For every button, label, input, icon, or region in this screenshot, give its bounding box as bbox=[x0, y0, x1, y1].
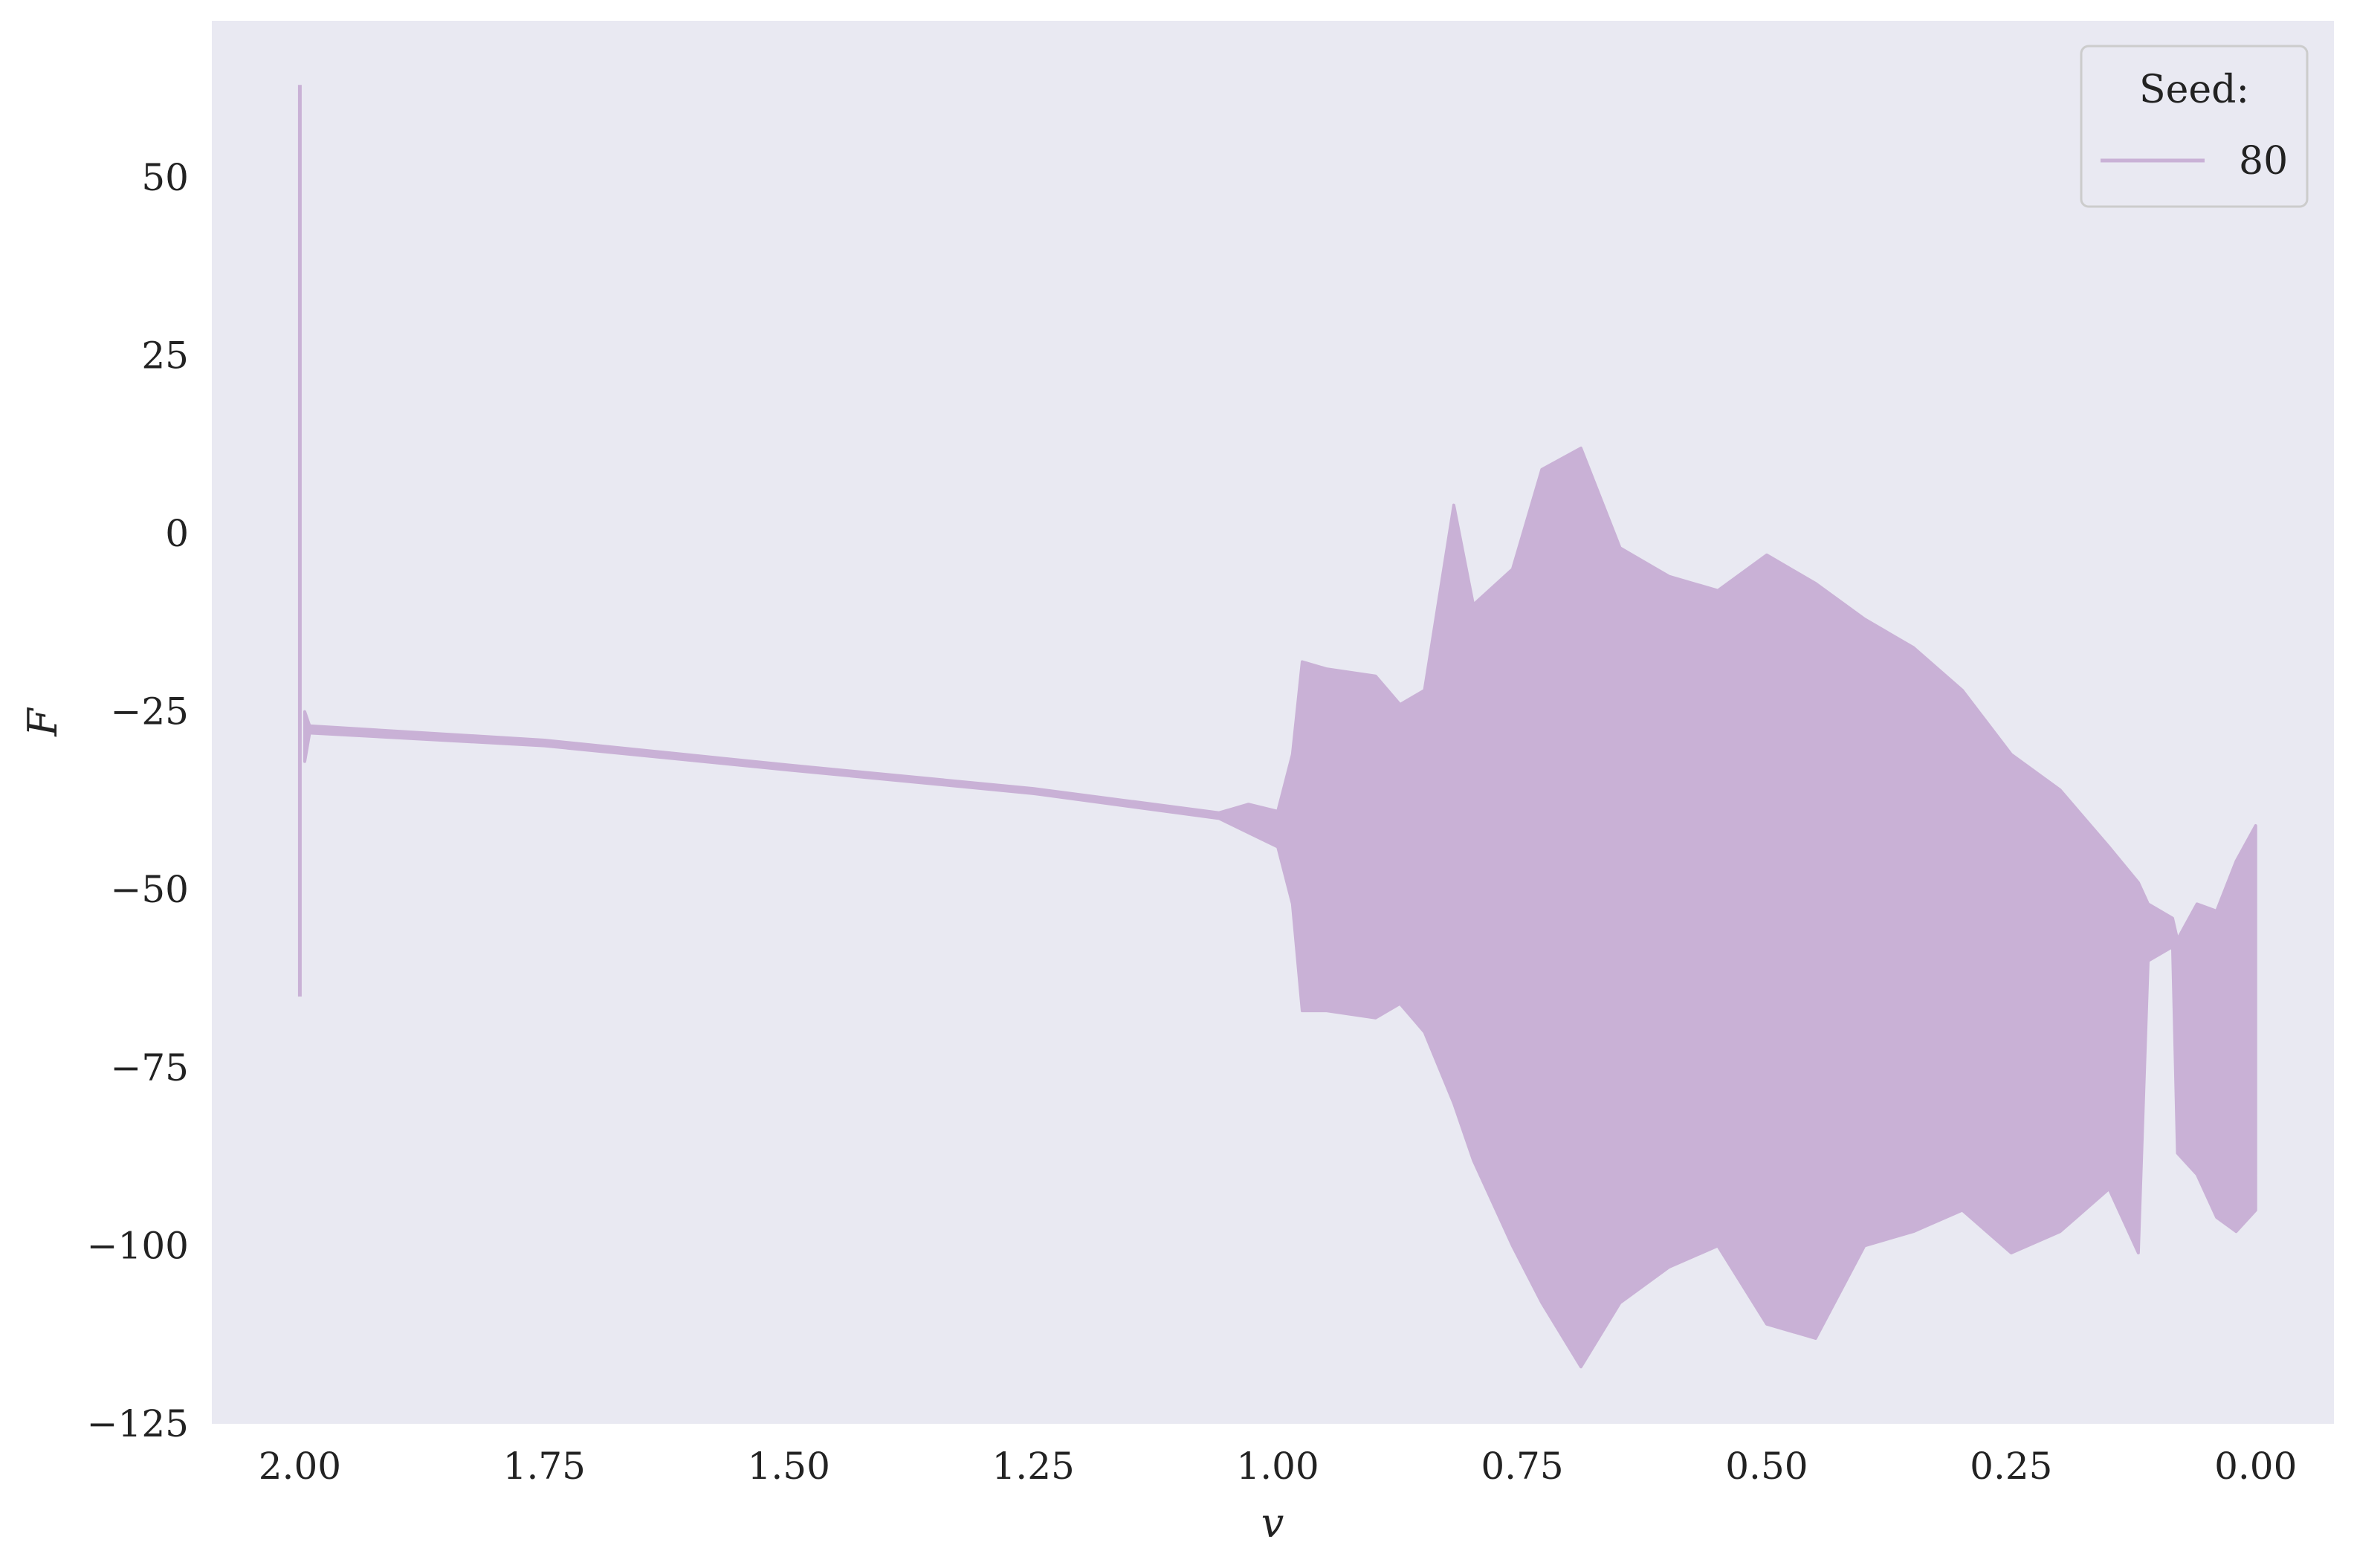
y-tick-label: −25 bbox=[110, 690, 189, 733]
y-tick-label: −50 bbox=[110, 868, 189, 911]
series-80 bbox=[297, 85, 2257, 1369]
x-tick-label: 1.75 bbox=[503, 1445, 586, 1488]
x-tick-label: 1.25 bbox=[992, 1445, 1074, 1488]
x-axis-label: v bbox=[1261, 1500, 1284, 1546]
x-tick-label: 0.25 bbox=[1970, 1445, 2052, 1488]
y-axis-label: F bbox=[19, 707, 66, 737]
x-tick-label: 0.00 bbox=[2214, 1445, 2297, 1488]
legend-box bbox=[2080, 45, 2309, 208]
series-envelope bbox=[303, 447, 2257, 1369]
y-tick-label: 0 bbox=[165, 512, 189, 555]
x-axis-ticks: 2.00 1.75 1.50 1.25 1.00 0.75 0.50 0.25 0.00 bbox=[259, 1445, 2298, 1488]
legend-entry-80: 80 bbox=[2239, 139, 2288, 184]
legend: Seed: 80 bbox=[2080, 45, 2309, 208]
x-tick-label: 2.00 bbox=[259, 1445, 341, 1488]
x-tick-label: 1.50 bbox=[748, 1445, 830, 1488]
x-tick-label: 0.50 bbox=[1725, 1445, 1808, 1488]
series-layer bbox=[297, 85, 2257, 1369]
y-tick-label: 50 bbox=[141, 156, 189, 199]
x-tick-label: 1.00 bbox=[1236, 1445, 1319, 1488]
y-tick-label: −75 bbox=[110, 1046, 189, 1089]
x-tick-label: 0.75 bbox=[1481, 1445, 1563, 1488]
legend-title: Seed: bbox=[2139, 68, 2249, 112]
y-tick-label: −100 bbox=[87, 1224, 189, 1267]
y-tick-label: 25 bbox=[141, 334, 189, 377]
y-tick-label: −125 bbox=[87, 1402, 189, 1445]
y-axis-ticks: 50 25 0 −25 −50 −75 −100 −125 bbox=[87, 156, 189, 1445]
